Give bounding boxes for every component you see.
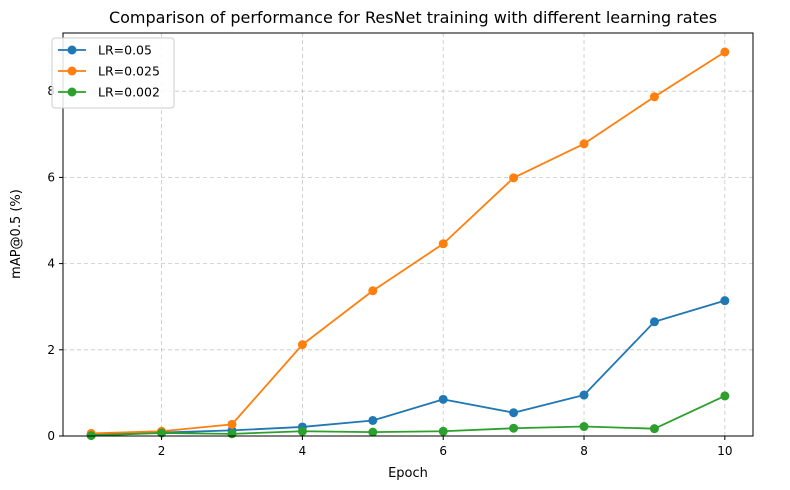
series-line: [91, 51, 726, 435]
plot-frame: [62, 32, 754, 437]
series-line: [91, 395, 726, 437]
data-point: [157, 428, 167, 438]
plot-area: [86, 47, 730, 441]
data-point: [438, 426, 448, 436]
data-point: [368, 427, 378, 437]
legend-item: LR=0.05: [58, 43, 152, 58]
data-point: [579, 390, 589, 400]
legend-marker: [67, 45, 77, 55]
data-point: [509, 173, 519, 183]
legend: LR=0.05 LR=0.025 LR=0.002: [51, 37, 175, 109]
data-point: [649, 317, 659, 327]
legend-item: LR=0.002: [58, 85, 160, 100]
y-tick-label: 2: [47, 343, 55, 357]
x-tick-label: 10: [717, 444, 732, 458]
data-point: [579, 422, 589, 432]
x-tick-label: 4: [299, 444, 307, 458]
data-point: [297, 340, 307, 350]
data-point: [438, 394, 448, 404]
series-1: [86, 296, 730, 440]
y-axis-label: mAP@0.5 (%): [9, 189, 24, 279]
legend-label: LR=0.002: [98, 85, 160, 100]
series-2: [86, 47, 730, 438]
data-point: [720, 47, 730, 57]
legend-box: [51, 37, 175, 109]
data-point: [720, 391, 730, 401]
series-line: [91, 299, 726, 436]
chart-title: Comparison of performance for ResNet tra…: [109, 8, 717, 27]
x-axis-label: Epoch: [388, 466, 428, 481]
x-tick-label: 8: [580, 444, 588, 458]
data-point: [720, 296, 730, 306]
data-point: [368, 415, 378, 425]
legend-label: LR=0.025: [98, 64, 160, 79]
x-tick-label: 6: [439, 444, 447, 458]
legend-marker: [67, 66, 77, 76]
y-tick-label: 8: [47, 84, 55, 98]
data-point: [368, 286, 378, 296]
y-tick-label: 0: [47, 429, 55, 443]
x-tick-label: 2: [158, 444, 166, 458]
data-point: [438, 239, 448, 249]
data-point: [509, 408, 519, 418]
series-3: [86, 391, 730, 441]
axes: 2 4 6 8 10 0 2 4 6 8: [47, 84, 732, 458]
data-point: [227, 419, 237, 429]
data-point: [579, 139, 589, 149]
y-tick-label: 6: [47, 170, 55, 184]
data-point: [649, 424, 659, 434]
y-tick-label: 4: [47, 257, 55, 271]
data-point: [227, 429, 237, 439]
legend-label: LR=0.05: [98, 43, 152, 58]
data-point: [509, 423, 519, 433]
data-point: [649, 92, 659, 102]
legend-item: LR=0.025: [58, 64, 160, 79]
legend-marker: [67, 87, 77, 97]
data-point: [297, 426, 307, 436]
